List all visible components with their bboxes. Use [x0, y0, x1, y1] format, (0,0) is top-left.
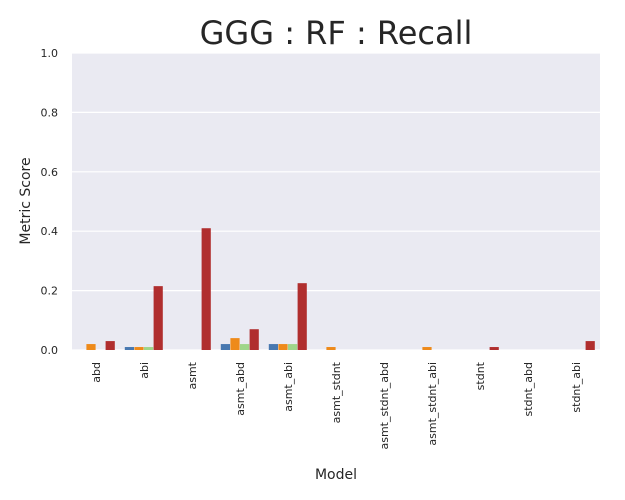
y-tick-label: 0.0	[41, 344, 59, 357]
x-tick-label: asmt_stdnt_abi	[426, 362, 439, 446]
chart-title: GGG : RF : Recall	[200, 14, 473, 52]
y-tick-labels: 0.0 0.2 0.4 0.6 0.8 1.0	[41, 47, 59, 357]
x-tick-label: stdnt_abi	[570, 362, 583, 413]
plot-background	[72, 53, 600, 350]
x-tick-label: asmt_stdnt_abd	[378, 362, 391, 450]
bar	[249, 329, 259, 350]
bar	[585, 341, 595, 350]
bar	[220, 344, 230, 350]
bar	[86, 344, 96, 350]
y-tick-label: 0.2	[41, 285, 59, 298]
x-tick-labels: abd abi asmt asmt_abd asmt_abi asmt_stdnt asmt…	[90, 361, 583, 449]
x-tick-label: stdnt	[474, 361, 487, 390]
bar	[489, 347, 499, 350]
bar	[105, 341, 115, 350]
y-tick-label: 0.6	[41, 166, 59, 179]
x-tick-label: stdnt_abd	[522, 362, 535, 417]
bar	[124, 347, 134, 350]
bars	[86, 228, 595, 350]
y-tick-label: 0.8	[41, 106, 59, 119]
x-tick-label: asmt	[186, 361, 199, 389]
bar	[326, 347, 336, 350]
bar	[422, 347, 432, 350]
bar	[297, 283, 307, 350]
y-tick-label: 0.4	[41, 225, 59, 238]
bar	[144, 347, 154, 350]
bar	[134, 347, 144, 350]
bar	[153, 286, 163, 350]
bar	[278, 344, 288, 350]
bar	[201, 228, 211, 350]
x-tick-label: abd	[90, 362, 103, 383]
x-axis-title: Model	[315, 467, 357, 483]
y-tick-label: 1.0	[41, 47, 59, 60]
x-tick-label: asmt_abi	[282, 362, 295, 412]
bar	[240, 344, 250, 350]
bar	[230, 338, 240, 350]
x-tick-label: abi	[138, 362, 151, 379]
y-axis-title: Metric Score	[18, 157, 34, 244]
x-tick-label: asmt_abd	[234, 362, 247, 416]
bar	[288, 344, 298, 350]
x-tick-label: asmt_stdnt	[330, 361, 343, 423]
bar	[268, 344, 278, 350]
